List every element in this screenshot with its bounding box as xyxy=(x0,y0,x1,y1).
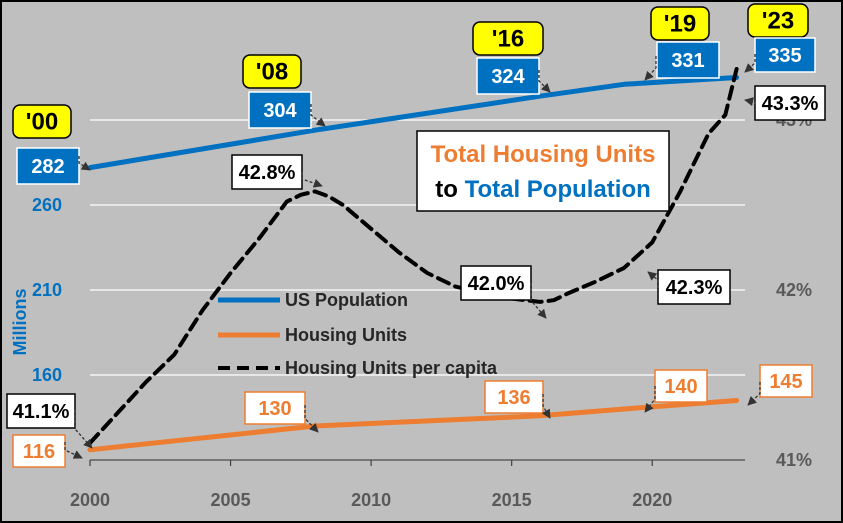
per-capita-callout: 42.3% xyxy=(666,277,723,299)
year-badge: '23 xyxy=(762,8,794,35)
x-tick-label: 2010 xyxy=(351,490,391,510)
y-tick-label-left: 210 xyxy=(32,280,62,300)
housing-callout-box xyxy=(484,380,544,414)
year-badge: '00 xyxy=(26,109,58,136)
callout-arrow xyxy=(78,156,91,171)
x-tick-label: 2000 xyxy=(70,490,110,510)
year-badge: '19 xyxy=(664,11,696,38)
chart-title-line2: to Total Population xyxy=(435,176,651,203)
callout-arrow xyxy=(74,410,93,449)
population-callout-box xyxy=(754,37,816,73)
chart-title-line2-prefix: to xyxy=(435,176,458,203)
callout-arrow xyxy=(744,54,756,73)
chart-title-frame xyxy=(416,130,670,212)
legend-label: Housing Units per capita xyxy=(285,358,498,378)
population-callout-box xyxy=(476,57,540,95)
series-lines xyxy=(87,67,740,453)
callout-arrow xyxy=(747,382,761,406)
callout-arrow xyxy=(647,271,659,288)
y-tick-label-right: 42% xyxy=(776,280,812,300)
population-callout-box xyxy=(248,91,312,129)
housing-callout: 136 xyxy=(497,387,530,409)
callout-arrow xyxy=(644,386,656,413)
y-tick-label-right: 41% xyxy=(776,450,812,470)
year-badge-box xyxy=(472,21,544,56)
housing-callout: 116 xyxy=(23,441,55,463)
callout-arrow xyxy=(301,172,323,188)
chart-title-line1: Total Housing Units xyxy=(431,141,656,168)
population-callout: 282 xyxy=(31,156,64,178)
housing-callout-box xyxy=(244,391,306,425)
population-callout-box xyxy=(16,147,80,185)
year-badge: '08 xyxy=(256,59,288,86)
population-callout: 324 xyxy=(491,66,525,88)
housing-callout-box xyxy=(654,369,708,403)
per-capita-callout: 42.8% xyxy=(239,162,296,184)
legend: US Population Housing Units Housing Units … xyxy=(218,290,498,378)
per-capita-callout-box xyxy=(231,154,303,190)
series-line-housing-units xyxy=(87,398,740,453)
population-callout-box xyxy=(656,41,720,79)
housing-callout: 140 xyxy=(664,376,697,398)
housing-callout: 145 xyxy=(769,371,802,393)
y-tick-label-left: 160 xyxy=(32,365,62,385)
x-axis-ticks: 2000 2005 2010 2015 2020 xyxy=(70,459,745,510)
per-capita-callout: 43.3% xyxy=(762,93,819,115)
callout-arrow xyxy=(304,405,319,433)
year-badge-box xyxy=(747,3,809,38)
per-capita-callout: 42.0% xyxy=(468,273,525,295)
callout-arrow xyxy=(64,442,83,459)
population-callout: 335 xyxy=(768,45,801,67)
year-badge-box xyxy=(242,54,302,89)
callout-arrow xyxy=(644,56,657,81)
callout-arrow xyxy=(530,283,547,319)
housing-callout-box xyxy=(12,434,66,468)
callout-arrow xyxy=(541,394,551,419)
chart-title-line2-highlight: Total Population xyxy=(465,176,651,203)
series-line-housing-units-per-capita xyxy=(88,67,739,445)
x-tick-label: 2005 xyxy=(211,490,251,510)
year-badge-box xyxy=(12,104,72,139)
y-axis-label-left: Millions xyxy=(10,289,30,356)
housing-callout: 130 xyxy=(258,398,291,420)
callout-arrow xyxy=(744,97,756,107)
housing-callout-box xyxy=(759,364,813,398)
x-tick-label: 2020 xyxy=(632,490,672,510)
year-badge: '16 xyxy=(492,26,524,53)
per-capita-callout-box xyxy=(460,265,532,301)
population-callout: 304 xyxy=(263,100,297,122)
callout-arrow xyxy=(310,104,326,127)
callouts: '00 282 '08 304 '16 324 '19 331 '23 335 116 130 136 1… xyxy=(6,3,826,468)
series-line-us-population xyxy=(87,75,740,171)
chart-title-box: Total Housing Units to Total Population xyxy=(416,130,670,212)
y-tick-label-left: 260 xyxy=(32,195,62,215)
per-capita-callout: 41.1% xyxy=(13,401,70,423)
callout-arrow xyxy=(538,70,551,93)
legend-label: Housing Units xyxy=(285,325,407,345)
legend-label: US Population xyxy=(285,290,408,310)
population-callout: 331 xyxy=(671,50,704,72)
year-badge-box xyxy=(650,6,710,41)
x-tick-label: 2015 xyxy=(492,490,532,510)
